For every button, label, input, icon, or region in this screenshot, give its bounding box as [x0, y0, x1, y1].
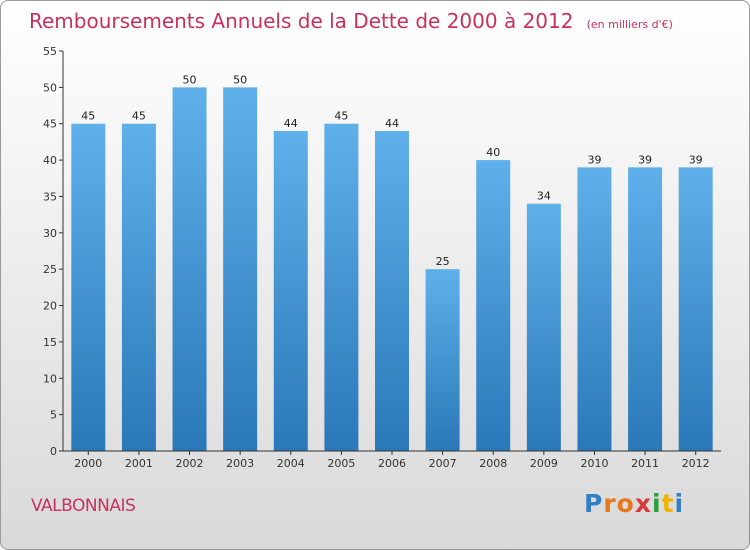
data-label: 44 [385, 117, 399, 130]
data-label: 44 [284, 117, 298, 130]
bar [71, 123, 106, 452]
logo-letter: i [652, 489, 662, 518]
y-tick-label: 20 [43, 300, 57, 313]
data-label: 50 [233, 73, 247, 86]
x-tick-label: 2008 [479, 457, 507, 470]
y-tick-label: 30 [43, 227, 57, 240]
bar [526, 203, 561, 451]
x-tick-label: 2011 [631, 457, 659, 470]
y-tick-label: 55 [43, 45, 57, 58]
bar [375, 131, 409, 451]
bar [172, 87, 207, 451]
commune-name: VALBONNAIS [31, 496, 136, 516]
logo-letter: x [634, 489, 652, 518]
data-label: 50 [183, 73, 197, 86]
data-label: 39 [689, 153, 703, 166]
bar [273, 131, 308, 451]
chart-unit: (en milliers d'€) [586, 18, 673, 31]
x-tick-label: 2000 [74, 457, 102, 470]
y-tick-label: 5 [50, 409, 57, 422]
data-label: 40 [486, 146, 500, 159]
bar [223, 87, 258, 451]
bar [324, 123, 359, 452]
data-label: 45 [81, 110, 95, 123]
bar [577, 167, 612, 451]
x-tick-label: 2006 [378, 457, 406, 470]
x-tick-label: 2002 [176, 457, 204, 470]
logo-letter: i [674, 489, 685, 518]
chart-title-block: Remboursements Annuels de la Dette de 20… [29, 9, 673, 33]
chart-title: Remboursements Annuels de la Dette de 20… [29, 9, 574, 33]
data-label: 39 [587, 153, 601, 166]
data-label: 45 [132, 110, 146, 123]
logo-letter: r [603, 489, 617, 518]
y-tick-label: 40 [43, 154, 57, 167]
bar [476, 160, 511, 451]
y-tick-label: 15 [43, 336, 57, 349]
data-label: 39 [638, 153, 652, 166]
bar [628, 167, 663, 451]
y-tick-label: 45 [43, 118, 57, 131]
x-tick-label: 2004 [277, 457, 305, 470]
x-tick-label: 2012 [682, 457, 710, 470]
y-tick-label: 50 [43, 81, 57, 94]
data-label: 45 [334, 110, 348, 123]
y-tick-label: 35 [43, 190, 57, 203]
y-tick-label: 0 [50, 445, 57, 458]
proxiti-logo: Proxiti [584, 489, 684, 518]
y-tick-label: 25 [43, 263, 57, 276]
bars-group: 45 45 50 50 44 45 44 25 40 34 39 39 39 [71, 73, 713, 452]
bar [425, 269, 460, 451]
x-tick-label: 2003 [226, 457, 254, 470]
logo-letter: P [584, 489, 604, 518]
logo-letter: t [661, 489, 675, 518]
x-tick-label: 2010 [580, 457, 608, 470]
data-label: 25 [436, 255, 450, 268]
y-tick-label: 10 [43, 372, 57, 385]
axes-group: 2000 2001 2002 2003 2004 2005 2006 2007 2008 2009… [43, 45, 721, 470]
x-tick-label: 2005 [327, 457, 355, 470]
logo-letter: o [616, 489, 635, 518]
bar [678, 167, 713, 451]
data-label: 34 [537, 190, 551, 203]
x-tick-label: 2009 [530, 457, 558, 470]
bar [121, 123, 156, 452]
x-tick-label: 2007 [429, 457, 457, 470]
x-tick-label: 2001 [125, 457, 153, 470]
